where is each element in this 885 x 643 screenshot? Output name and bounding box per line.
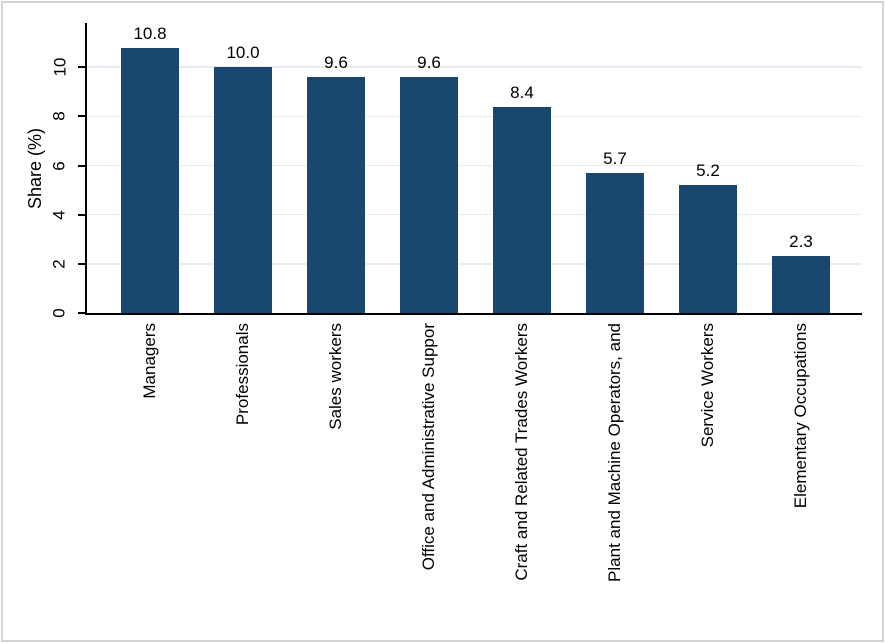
y-tick-2	[78, 262, 85, 265]
value-label-sales-workers: 9.6	[324, 53, 348, 73]
bar-professionals	[214, 67, 272, 313]
bar-sales-workers	[307, 77, 365, 313]
x-tick-label-text-elementary-occupations: Elementary Occupations	[790, 323, 810, 509]
x-tick-label-sales-workers: Sales workers	[322, 323, 350, 635]
y-tick-8	[78, 115, 85, 118]
value-label-service-workers: 5.2	[696, 161, 720, 181]
y-axis-spine	[85, 23, 87, 313]
x-tick-label-professionals: Professionals	[229, 323, 257, 635]
y-tick-0	[78, 312, 85, 314]
gridline-y-6	[87, 164, 862, 167]
x-tick-label-managers: Managers	[136, 323, 164, 635]
x-tick-label-craft-and-related-trades-workers: Craft and Related Trades Workers	[508, 323, 536, 635]
value-label-plant-and-machine-operators-and: 5.7	[603, 148, 627, 168]
y-tick-4	[78, 213, 85, 216]
y-tick-label-text-0: 0	[50, 308, 69, 318]
bar-office-and-administrative-suppor	[400, 77, 458, 313]
x-tick-label-text-sales-workers: Sales workers	[325, 323, 345, 430]
x-tick-label-text-professionals: Professionals	[232, 323, 252, 426]
y-tick-label-10: 10	[43, 37, 77, 97]
gridline-y-10	[87, 66, 862, 68]
y-tick-label-text-6: 6	[50, 160, 69, 171]
value-label-office-and-administrative-suppor: 9.6	[417, 53, 441, 73]
x-axis-spine	[85, 313, 862, 315]
x-tick-label-text-plant-and-machine-operators-and: Plant and Machine Operators, and	[604, 323, 624, 582]
gridline-y-4	[87, 213, 862, 216]
y-tick-label-text-8: 8	[50, 111, 69, 122]
x-tick-label-text-managers: Managers	[139, 323, 159, 399]
y-tick-6	[78, 164, 85, 167]
value-label-elementary-occupations: 2.3	[789, 232, 813, 252]
x-tick-label-text-craft-and-related-trades-workers: Craft and Related Trades Workers	[511, 323, 531, 581]
bar-managers	[121, 47, 179, 313]
value-label-managers: 10.8	[133, 23, 167, 43]
gridline-y-2	[87, 263, 862, 265]
x-tick-label-service-workers: Service Workers	[694, 323, 722, 635]
x-tick-label-text-office-and-administrative-suppor: Office and Administrative Suppor	[418, 323, 438, 571]
bar-elementary-occupations	[772, 256, 830, 313]
y-tick-10	[78, 66, 85, 69]
x-tick-label-elementary-occupations: Elementary Occupations	[787, 323, 815, 635]
gridline-y-8	[87, 115, 862, 118]
x-tick-label-text-service-workers: Service Workers	[697, 323, 717, 448]
value-label-craft-and-related-trades-workers: 8.4	[510, 82, 534, 102]
x-tick-label-office-and-administrative-suppor: Office and Administrative Suppor	[415, 323, 443, 635]
y-tick-label-text-4: 4	[50, 209, 69, 220]
bar-craft-and-related-trades-workers	[493, 106, 551, 313]
bar-service-workers	[679, 185, 737, 313]
y-tick-label-text-10: 10	[49, 57, 69, 77]
y-tick-label-text-2: 2	[50, 259, 69, 269]
x-tick-label-plant-and-machine-operators-and: Plant and Machine Operators, and	[601, 323, 629, 635]
value-label-professionals: 10.0	[226, 43, 260, 63]
bar-plant-and-machine-operators-and	[586, 172, 644, 313]
